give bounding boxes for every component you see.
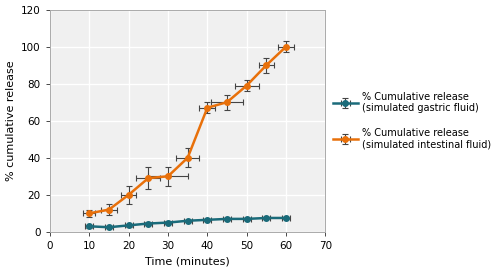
X-axis label: Time (minutes): Time (minutes) [146,256,230,267]
Y-axis label: % cumulative release: % cumulative release [6,60,16,181]
Legend: % Cumulative release
(simulated gastric fluid), % Cumulative release
(simulated : % Cumulative release (simulated gastric … [330,89,494,153]
